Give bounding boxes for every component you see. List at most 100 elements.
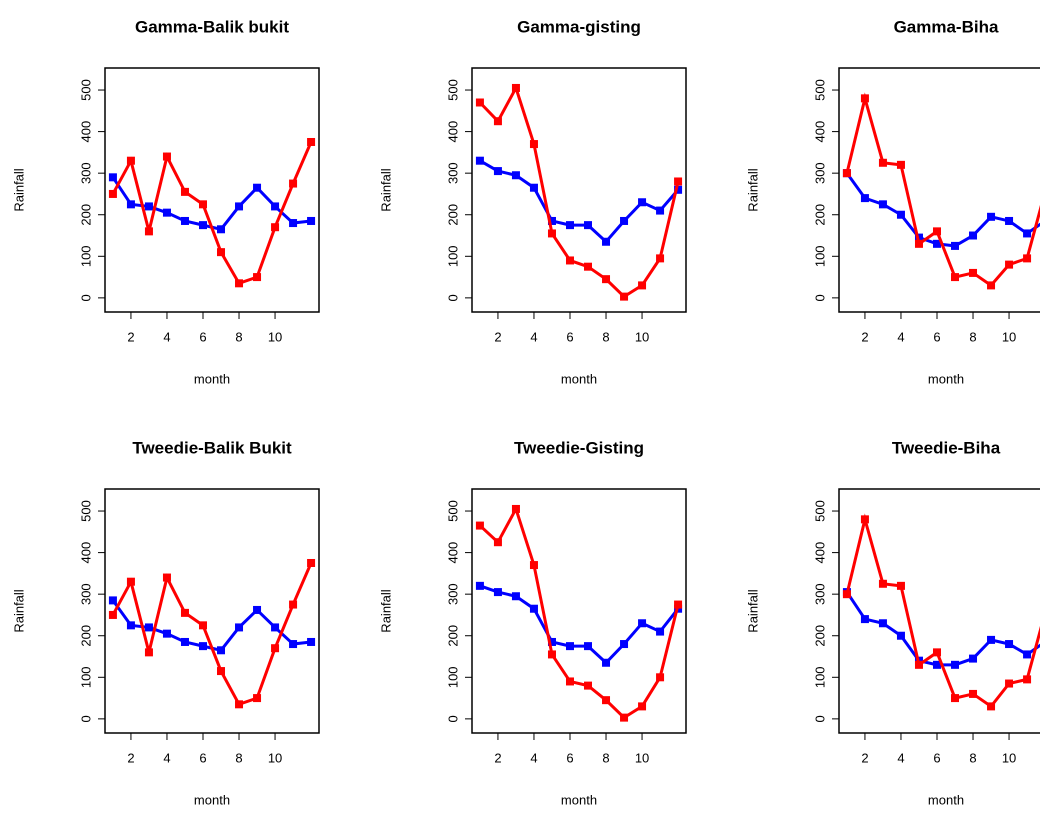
y-tick-label: 300 <box>78 583 93 605</box>
point <box>547 650 556 659</box>
x-tick-label: 6 <box>933 329 940 344</box>
x-tick-label: 8 <box>969 750 976 765</box>
point <box>162 629 171 638</box>
point <box>198 642 207 651</box>
point <box>271 202 280 211</box>
x-tick-label: 8 <box>602 329 609 344</box>
y-axis-label: Rainfall <box>378 589 393 632</box>
point <box>144 202 153 211</box>
point <box>289 219 298 228</box>
x-tick-label: 4 <box>897 750 904 765</box>
point <box>584 262 593 271</box>
point <box>529 604 538 613</box>
point <box>584 681 593 690</box>
point <box>493 538 502 547</box>
point <box>638 702 647 711</box>
point <box>493 588 502 597</box>
point <box>126 621 135 630</box>
point <box>602 696 611 705</box>
y-tick-label: 200 <box>445 625 460 647</box>
y-tick-label: 300 <box>445 583 460 605</box>
point <box>602 658 611 667</box>
point <box>656 627 665 636</box>
plot-box <box>838 67 1040 313</box>
panel-title: Tweedie-Balik Bukit <box>132 438 292 457</box>
point <box>144 648 153 657</box>
point <box>162 152 171 161</box>
point <box>674 600 683 609</box>
point <box>842 590 851 599</box>
point <box>1005 640 1014 649</box>
point <box>198 200 207 209</box>
point <box>914 239 923 248</box>
x-tick-label: 6 <box>566 329 573 344</box>
point <box>235 202 244 211</box>
y-tick-label: 500 <box>78 79 93 101</box>
panel: Gamma-Balik bukit 0 100 200 300 400 500 2 4 6 8 10 m… <box>11 17 320 386</box>
point <box>108 173 117 182</box>
point <box>860 515 869 524</box>
point <box>198 221 207 230</box>
x-axis-label: month <box>928 371 964 386</box>
point <box>987 635 996 644</box>
plot-box <box>838 488 1040 734</box>
y-tick-label: 100 <box>78 666 93 688</box>
x-tick-label: 6 <box>199 329 206 344</box>
x-tick-label: 10 <box>268 329 282 344</box>
y-tick-label: 100 <box>445 245 460 267</box>
panel-title: Tweedie-Gisting <box>514 438 644 457</box>
y-axis-label: Rainfall <box>378 168 393 211</box>
point <box>217 667 226 676</box>
x-tick-label: 2 <box>494 329 501 344</box>
point <box>126 156 135 165</box>
point <box>842 169 851 178</box>
point <box>529 561 538 570</box>
point <box>307 637 316 646</box>
point <box>547 637 556 646</box>
x-tick-label: 10 <box>635 329 649 344</box>
series-line <box>111 141 313 286</box>
x-tick-label: 2 <box>494 750 501 765</box>
plot-box <box>471 67 687 313</box>
x-tick-label: 4 <box>163 329 170 344</box>
point <box>565 642 574 651</box>
point <box>217 646 226 655</box>
y-tick-label: 200 <box>78 204 93 226</box>
point <box>1005 679 1014 688</box>
y-tick-label: 0 <box>812 294 827 301</box>
point <box>493 167 502 176</box>
point <box>656 206 665 215</box>
point <box>602 237 611 246</box>
point <box>932 648 941 657</box>
point <box>126 200 135 209</box>
point <box>289 600 298 609</box>
point <box>860 615 869 624</box>
series-line <box>479 159 680 244</box>
x-axis-label: month <box>928 792 964 807</box>
point <box>896 631 905 640</box>
series-line <box>845 172 1040 248</box>
point <box>253 694 262 703</box>
panel: Tweedie-Biha 0 100 200 300 400 500 2 4 6 8 10 month R… <box>745 438 1040 807</box>
point <box>511 504 520 513</box>
x-tick-label: 6 <box>566 750 573 765</box>
x-tick-label: 4 <box>530 750 537 765</box>
point <box>951 660 960 669</box>
point <box>620 640 629 649</box>
series-line <box>479 584 680 665</box>
point <box>307 216 316 225</box>
x-tick-label: 8 <box>969 329 976 344</box>
panel-title: Gamma-gisting <box>517 17 641 36</box>
y-tick-label: 0 <box>78 294 93 301</box>
y-tick-label: 400 <box>445 542 460 564</box>
point <box>493 117 502 126</box>
panel-title: Gamma-Biha <box>894 17 999 36</box>
y-axis-label: Rainfall <box>745 168 760 211</box>
point <box>289 640 298 649</box>
y-tick-label: 300 <box>78 162 93 184</box>
y-tick-label: 0 <box>78 715 93 722</box>
point <box>475 521 484 530</box>
point <box>674 185 683 194</box>
point <box>217 225 226 234</box>
